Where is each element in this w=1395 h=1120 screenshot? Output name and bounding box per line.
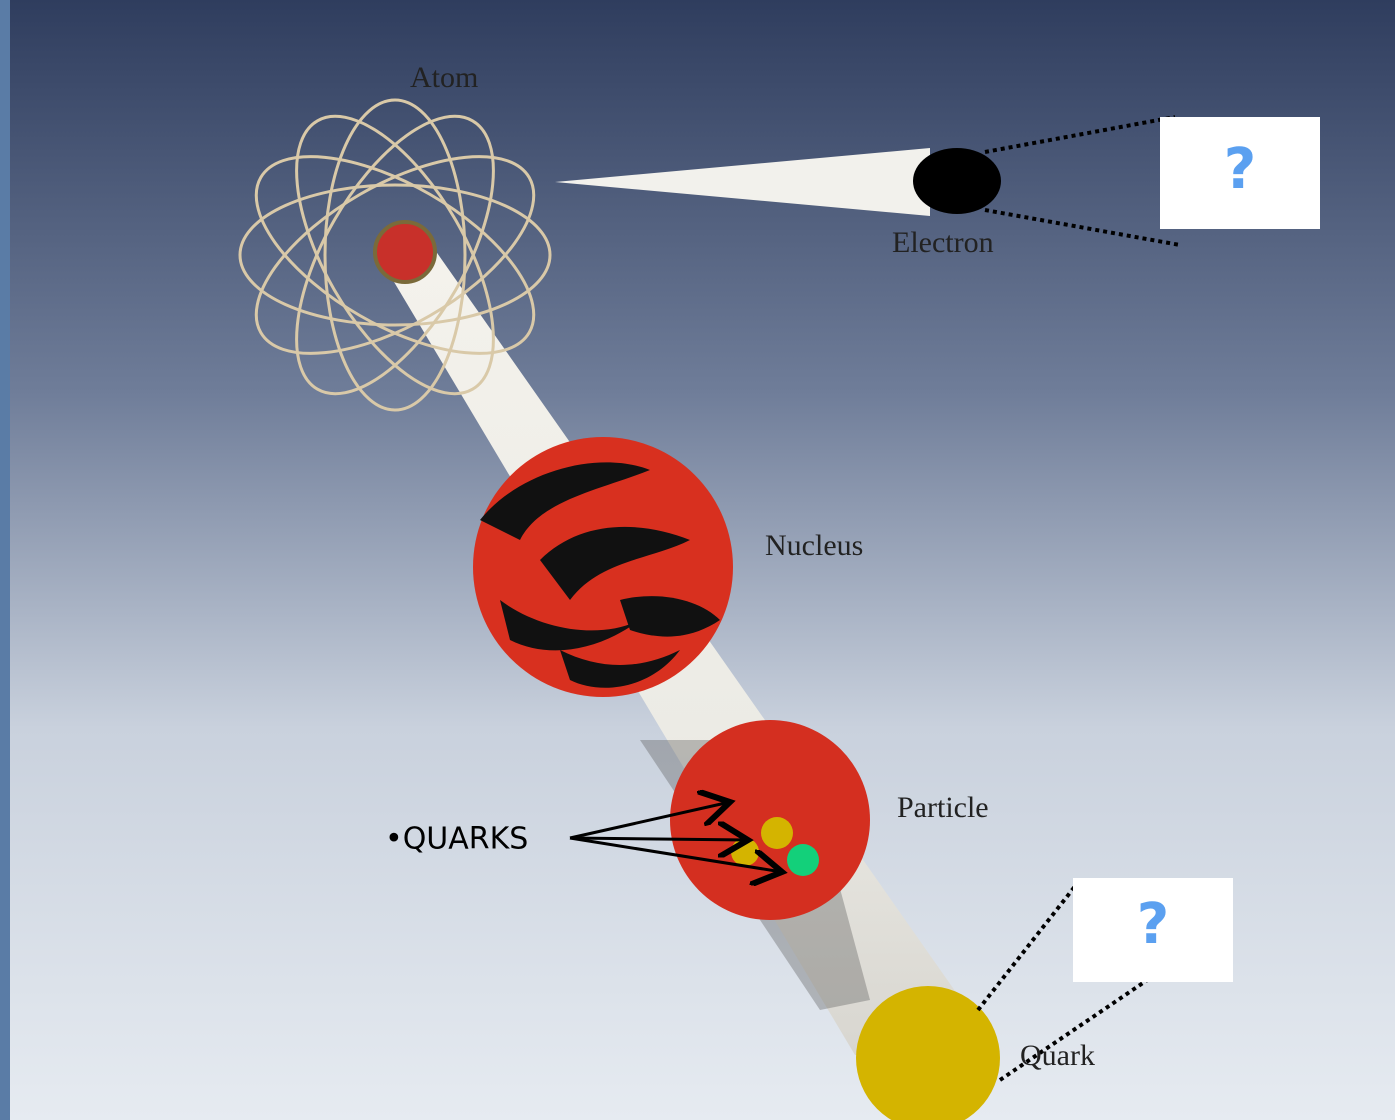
quark-dot (787, 844, 819, 876)
callout-text: ? (1224, 137, 1256, 202)
atom-orbits (238, 98, 552, 412)
quark-dot (761, 817, 793, 849)
arrows (569, 802, 782, 872)
callout-lines (976, 115, 1181, 1082)
quark-label: Quark (1020, 1039, 1095, 1072)
nucleus-pattern (480, 462, 720, 688)
electron-label: Electron (892, 226, 994, 259)
electron (913, 148, 1001, 214)
callout-box (1160, 117, 1320, 229)
left-border (0, 0, 10, 1120)
nucleus-label: Nucleus (765, 529, 863, 562)
electron-beam (555, 148, 930, 216)
quark (856, 986, 1000, 1120)
callout-text: ? (1137, 892, 1169, 957)
particle-label: Particle (897, 791, 989, 824)
quarks-annotation: •QUARKS (385, 822, 528, 857)
atom-label: Atom (410, 61, 478, 94)
atom-nucleus (373, 220, 437, 284)
quark-dot (731, 838, 759, 866)
callout-box (1073, 878, 1233, 982)
